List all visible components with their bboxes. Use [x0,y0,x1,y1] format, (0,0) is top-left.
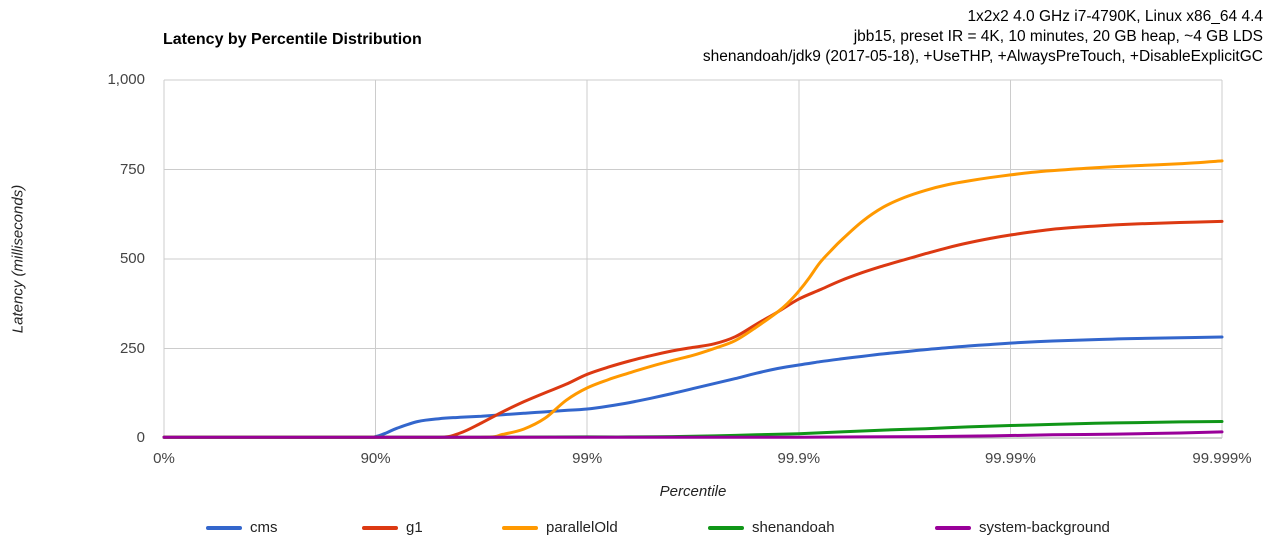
x-tick-label: 99% [572,450,603,467]
series-line-parallelOld [162,159,1224,439]
y-tick-label: 0 [136,429,145,446]
legend-label-cms: cms [250,519,278,536]
legend-swatch-system-background [935,525,971,530]
x-axis-title: Percentile [659,483,727,500]
x-tick-label: 99.9% [777,450,821,467]
series-line-cms [162,335,1224,439]
legend-item-shenandoah: shenandoah [708,519,835,536]
y-tick-label: 500 [119,250,145,267]
legend-label-shenandoah: shenandoah [752,519,835,536]
legend-swatch-g1 [362,525,398,530]
series-line-g1 [162,219,1224,439]
x-tick-label: 0% [153,450,175,467]
x-tick-label: 99.99% [984,450,1036,467]
legend-item-system-background: system-background [935,519,1110,536]
y-tick-label: 250 [119,339,145,357]
legend-item-cms: cms [206,519,278,536]
config-line-benchmark: jbb15, preset IR = 4K, 10 minutes, 20 GB… [853,28,1263,45]
legend-label-parallelOld: parallelOld [546,519,618,536]
legend-swatch-shenandoah [708,525,744,530]
config-note: 1x2x2 4.0 GHz i7-4790K, Linux x86_64 4.4… [703,7,1263,67]
x-tick-label: 90% [360,450,391,467]
y-tick-label: 750 [119,160,145,178]
legend-label-g1: g1 [406,519,423,536]
config-line-hardware: 1x2x2 4.0 GHz i7-4790K, Linux x86_64 4.4 [967,8,1263,25]
x-tick-label: 99.999% [1192,450,1252,467]
chart-title: Latency by Percentile Distribution [163,31,422,48]
legend-item-g1: g1 [362,519,423,536]
y-axis-title: Latency (milliseconds) [9,184,27,334]
legend-item-parallelOld: parallelOld [502,519,618,536]
config-line-jvm: shenandoah/jdk9 (2017-05-18), +UseTHP, +… [702,48,1263,65]
series-line-system-background [162,430,1224,439]
legend-swatch-cms [206,525,242,530]
y-tick-label: 1,000 [107,71,145,88]
legend-label-system-background: system-background [979,519,1110,536]
legend-swatch-parallelOld [502,525,538,530]
